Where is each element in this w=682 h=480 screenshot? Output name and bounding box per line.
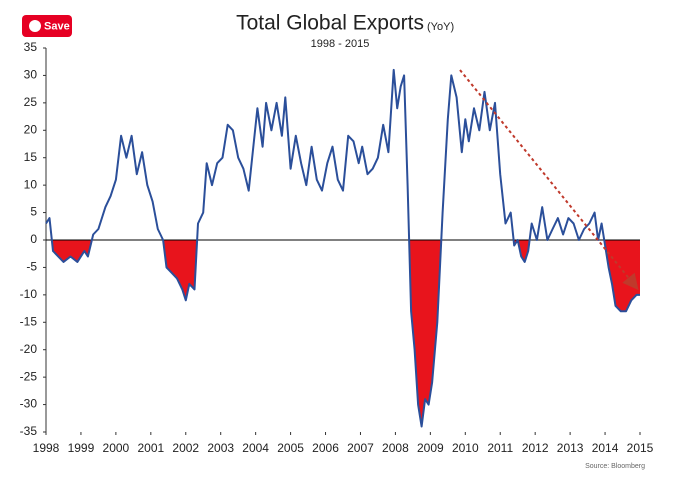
line [45,68,640,428]
title-unit: (YoY) [427,21,454,33]
x-tick-label: 2009 [417,441,444,455]
y-tick-label: 5 [30,205,37,219]
plot: -35 -30 -25 -20 -15 -10 -5 0 5 10 15 20 25 30 35 1998 19… [20,40,654,455]
x-tick-label: 2004 [242,441,269,455]
y-tick-label: -15 [20,314,38,328]
y-tick-label: -35 [20,424,38,438]
chart-title: Total Global Exports [236,12,424,35]
pin-icon [29,20,41,32]
trend-arrow [459,69,639,291]
x-tick-label: 2000 [103,441,130,455]
x-tick-label: 2013 [557,441,584,455]
x-tick-label: 2005 [277,441,304,455]
x-tick-label: 2014 [592,441,619,455]
y-tick-label: 25 [24,95,38,109]
source: Source: Bloomberg [585,463,645,470]
x-tick-label: 1999 [68,441,95,455]
y-tick-label: 10 [24,177,38,191]
x-tick-label: 2010 [452,441,479,455]
subtitle: 1998 - 2015 [311,38,370,50]
save-label[interactable]: Save [44,20,70,32]
y-tick-label: -30 [20,397,38,411]
y-tick-label: 35 [24,40,38,54]
y-tick-label: -25 [20,369,38,383]
negative-area [46,240,640,427]
y-tick-label: 20 [24,122,38,136]
x-tick-label: 2015 [627,441,654,455]
y-tick-label: -20 [20,342,38,356]
x-tick-label: 2008 [382,441,409,455]
y-tick-label: 15 [24,150,38,164]
x-tick-label: 2007 [347,441,374,455]
x-tick-label: 1998 [33,441,60,455]
x-tick-label: 2011 [487,441,513,455]
y-tick-label: -10 [20,287,38,301]
x-tick-label: 2012 [522,441,549,455]
y-tick-label: 0 [30,232,37,246]
y-tick-label: -5 [26,260,37,274]
x-tick-label: 2002 [172,441,199,455]
y-tick-label: 30 [24,68,38,82]
x-tick-label: 2006 [312,441,339,455]
x-tick-label: 2003 [207,441,234,455]
x-tick-label: 2001 [137,441,164,455]
